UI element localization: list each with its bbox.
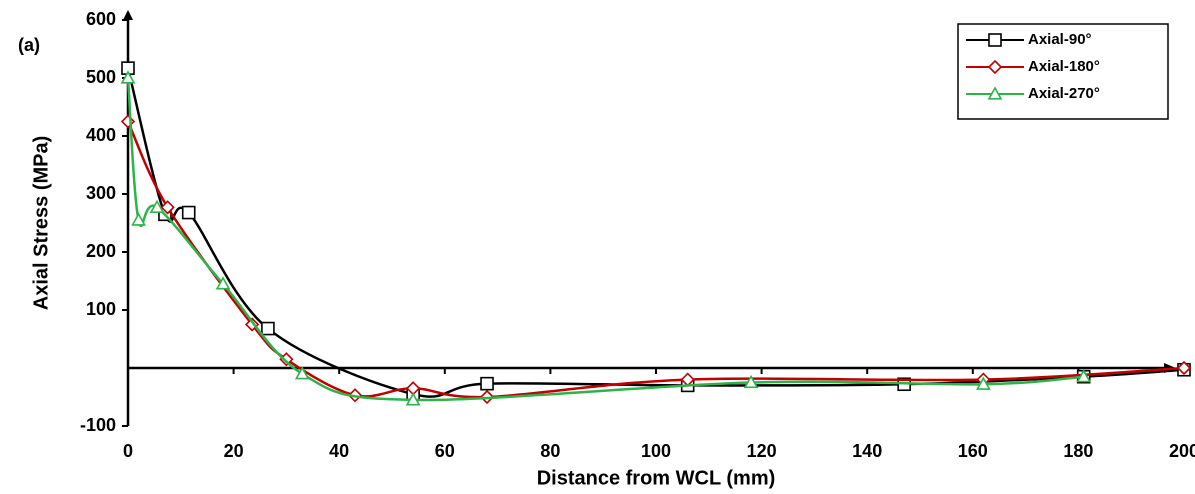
series-line bbox=[126, 77, 1084, 402]
y-tick-label: -100 bbox=[80, 415, 116, 435]
y-tick-label: 500 bbox=[86, 67, 116, 87]
x-tick-label: 100 bbox=[641, 441, 671, 461]
legend-label: Axial-90° bbox=[1028, 31, 1092, 48]
marker bbox=[987, 59, 1003, 75]
marker bbox=[1176, 360, 1192, 376]
marker bbox=[120, 70, 136, 84]
marker bbox=[244, 317, 260, 332]
marker bbox=[480, 376, 494, 391]
marker bbox=[1076, 369, 1092, 383]
marker bbox=[261, 321, 275, 336]
y-tick-label: 300 bbox=[86, 183, 116, 203]
marker bbox=[294, 366, 310, 380]
marker bbox=[405, 392, 421, 406]
y-tick-label: 100 bbox=[86, 299, 116, 319]
marker bbox=[987, 86, 1003, 100]
x-tick-label: 120 bbox=[747, 441, 777, 461]
marker bbox=[120, 114, 136, 129]
x-tick-label: 180 bbox=[1063, 441, 1093, 461]
marker bbox=[215, 276, 231, 290]
x-tick-label: 200 bbox=[1169, 441, 1195, 461]
marker bbox=[149, 199, 165, 213]
panel-label: (a) bbox=[18, 35, 40, 55]
marker bbox=[976, 376, 991, 390]
y-tick-label: 600 bbox=[86, 9, 116, 29]
marker bbox=[131, 212, 146, 226]
legend-label: Axial-270° bbox=[1028, 85, 1100, 102]
x-tick-label: 80 bbox=[540, 441, 560, 461]
marker bbox=[743, 374, 759, 389]
x-tick-label: 60 bbox=[435, 441, 455, 461]
marker bbox=[988, 33, 1002, 47]
marker bbox=[160, 200, 175, 215]
x-tick-label: 160 bbox=[958, 441, 988, 461]
x-tick-label: 0 bbox=[123, 441, 133, 461]
y-tick-label: 200 bbox=[86, 241, 116, 261]
y-axis-arrow bbox=[123, 10, 133, 20]
y-tick-label: 400 bbox=[86, 125, 116, 145]
marker bbox=[181, 205, 196, 220]
x-tick-label: 140 bbox=[852, 441, 882, 461]
y-axis-title: Axial Stress (MPa) bbox=[30, 136, 52, 311]
x-tick-label: 40 bbox=[329, 441, 349, 461]
x-tick-label: 20 bbox=[224, 441, 244, 461]
x-axis-title: Distance from WCL (mm) bbox=[537, 467, 776, 489]
legend-label: Axial-180° bbox=[1028, 58, 1100, 75]
